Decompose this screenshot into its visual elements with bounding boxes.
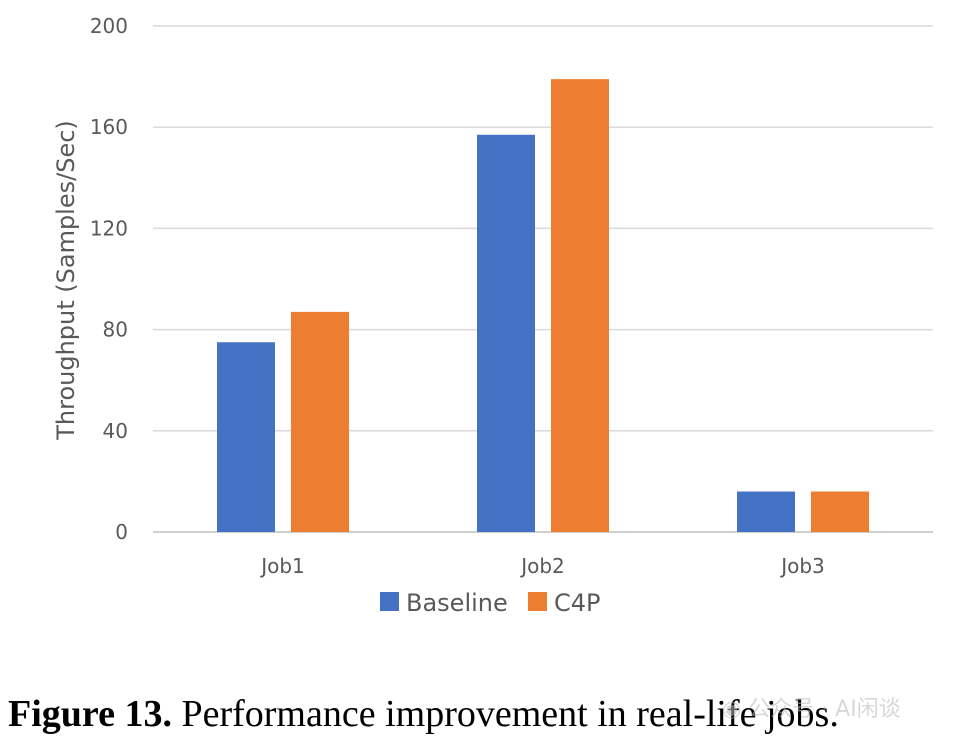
y-axis-title: Throughput (Samples/Sec)	[52, 120, 80, 441]
legend-swatch	[380, 592, 399, 611]
y-tick-label: 0	[115, 520, 128, 544]
y-tick-label: 40	[103, 419, 128, 443]
legend-label: Baseline	[406, 589, 508, 617]
y-axis-ticks: 0 40 80 120 160 200	[90, 14, 128, 544]
bars	[217, 79, 869, 533]
x-axis-ticks: Job1 Job2 Job3	[259, 554, 825, 578]
gridlines	[153, 25, 933, 533]
legend-label: C4P	[554, 589, 601, 617]
x-tick-label: Job2	[519, 554, 565, 578]
y-tick-label: 80	[103, 318, 128, 342]
caption-label: Figure 13.	[8, 693, 172, 735]
y-tick-label: 160	[90, 115, 128, 139]
caption-text: Performance improvement in real-life job…	[171, 693, 839, 735]
x-tick-label: Job3	[779, 554, 825, 578]
y-tick-label: 120	[90, 216, 128, 240]
bar-c4p-job1	[291, 311, 349, 532]
legend-swatch	[528, 592, 547, 611]
bar-c4p-job2	[551, 79, 609, 532]
bar-baseline-job1	[217, 342, 275, 532]
bar-baseline-job3	[737, 491, 795, 532]
legend: Baseline C4P	[380, 589, 601, 617]
bar-c4p-job3	[811, 491, 869, 532]
figure-caption: Figure 13. Performance improvement in re…	[8, 690, 976, 738]
bar-baseline-job2	[477, 134, 535, 533]
x-tick-label: Job1	[259, 554, 305, 578]
y-tick-label: 200	[90, 14, 128, 38]
bar-chart: 0 40 80 120 160 200 Job1 Job2 Job3 Throughput (…	[52, 14, 933, 617]
